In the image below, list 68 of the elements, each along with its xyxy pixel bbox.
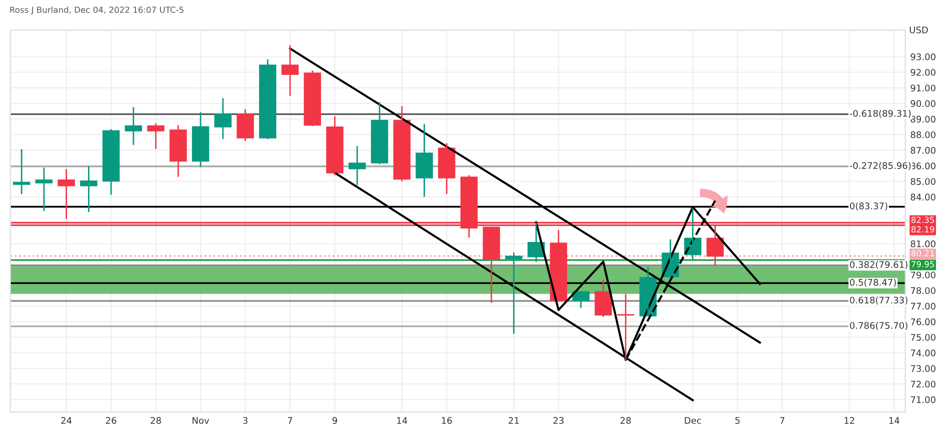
y-tick-label: 88.00 xyxy=(910,131,936,138)
ref-line-label: 82.35 xyxy=(911,216,934,223)
y-tick-label: 77.00 xyxy=(910,302,936,310)
x-tick-label: 7 xyxy=(288,417,292,424)
x-tick-label: 24 xyxy=(61,417,72,424)
ref-line-label: 79.95 xyxy=(912,261,934,268)
candlestick xyxy=(438,142,456,195)
candlestick xyxy=(236,108,254,142)
text: Ross J Burland, Dec 04, 2022 16:07 UTC-5 xyxy=(10,6,184,14)
candlestick xyxy=(80,165,98,213)
y-tick-label: 76.00 xyxy=(910,318,936,326)
candlestick xyxy=(304,70,322,127)
y-tick-label: 91.00 xyxy=(910,84,936,92)
y-tick-label: 78.00 xyxy=(910,287,936,294)
candlestick xyxy=(147,122,164,150)
candlestick xyxy=(58,168,75,220)
y-tick-label: 73.00 xyxy=(910,365,936,372)
x-tick-label: 12 xyxy=(844,417,854,424)
annotation: 0.5(78.47) xyxy=(850,278,896,287)
annotation: 0.786(75.70) xyxy=(850,322,908,330)
x-tick-label: 21 xyxy=(508,417,519,424)
ref-line-label: 82.19 xyxy=(911,226,934,232)
candlestick xyxy=(214,97,232,140)
candlestick xyxy=(617,294,634,361)
annotation: -0.272(85.96) xyxy=(850,162,911,170)
x-tick-label: 3 xyxy=(243,417,248,424)
x-tick-label: 5 xyxy=(735,417,740,424)
candlestick xyxy=(326,116,344,176)
y-tick-label: 90.00 xyxy=(910,100,936,107)
x-tick-label: 28 xyxy=(150,417,161,424)
y-tick-label: 72.00 xyxy=(910,380,936,388)
candlestick xyxy=(35,167,53,212)
annotation: 0.382(79.61) xyxy=(850,261,908,270)
candlestick xyxy=(259,58,276,140)
y-tick-label: 84.00 xyxy=(910,194,936,200)
y-axis-title: USD xyxy=(910,26,928,34)
y-tick-label: 79.00 xyxy=(910,272,936,278)
y-tick-label: 75.00 xyxy=(910,334,936,341)
x-tick-label: Dec xyxy=(684,417,701,424)
candlestick xyxy=(12,148,30,195)
y-tick-label: 71.00 xyxy=(910,396,936,404)
y-tick-label: 93.00 xyxy=(910,53,936,60)
x-tick-label: 7 xyxy=(780,417,784,424)
x-tick-label: 26 xyxy=(106,417,116,424)
candlestick xyxy=(102,128,120,196)
x-tick-label: 14 xyxy=(397,417,408,424)
x-tick-label: 14 xyxy=(889,417,900,424)
y-tick-label: 92.00 xyxy=(910,68,936,76)
x-tick-label: 23 xyxy=(553,417,564,424)
annotation: 0.618(77.33) xyxy=(850,296,908,305)
x-tick-label: Nov xyxy=(192,417,210,424)
y-tick-label: 74.00 xyxy=(910,350,936,356)
candlestick xyxy=(370,101,388,165)
x-tick-label: 16 xyxy=(442,417,452,424)
annotation: -0.618(89.31) xyxy=(850,110,911,118)
candlestick xyxy=(416,123,433,198)
candlestick xyxy=(348,145,366,186)
annotation: 0(83.37) xyxy=(850,202,888,210)
candlestick xyxy=(281,44,299,97)
candlestick xyxy=(170,124,187,178)
x-tick-label: 9 xyxy=(332,417,338,424)
y-tick-label: 81.00 xyxy=(910,240,936,248)
candlestick xyxy=(124,106,142,146)
ref-line-label: 80.21 xyxy=(911,250,934,256)
x-tick-label: 28 xyxy=(620,417,631,424)
candlestick xyxy=(192,111,210,168)
y-tick-label: 87.00 xyxy=(910,146,936,154)
y-tick-label: 85.00 xyxy=(910,178,936,185)
